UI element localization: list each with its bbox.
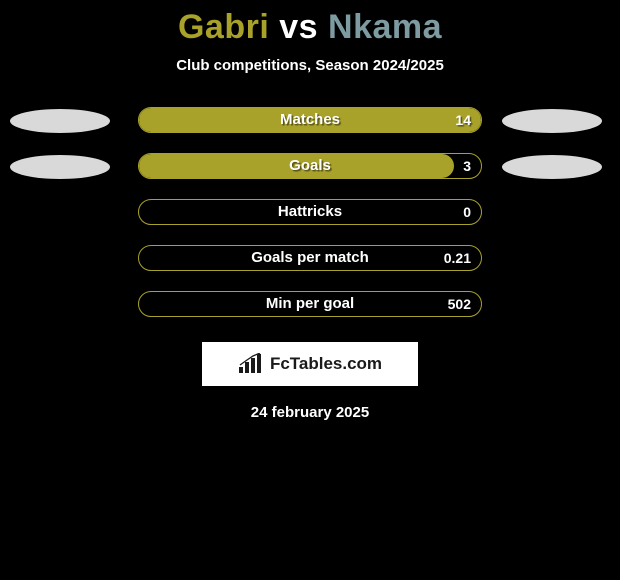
stat-row: Matches14 (0, 104, 620, 150)
stat-label: Goals (139, 157, 481, 174)
stat-row: Min per goal502 (0, 288, 620, 334)
date-text: 24 february 2025 (0, 404, 620, 421)
stat-label: Matches (139, 111, 481, 128)
player1-name: Gabri (178, 8, 269, 46)
player2-name: Nkama (328, 8, 442, 46)
stat-bar: Goals per match0.21 (138, 245, 482, 271)
stat-bar: Goals3 (138, 153, 482, 179)
left-ellipse (10, 155, 110, 179)
logo-text: FcTables.com (270, 354, 382, 374)
stat-value: 14 (455, 112, 471, 128)
stats-content: Matches14 Goals3 Hattricks0 Goals per match… (0, 104, 620, 334)
right-ellipse (502, 109, 602, 133)
stat-bar: Matches14 (138, 107, 482, 133)
logo: FcTables.com (238, 353, 382, 375)
stat-bar: Hattricks0 (138, 199, 482, 225)
stat-bar: Min per goal502 (138, 291, 482, 317)
stat-value: 502 (448, 296, 471, 312)
bar-chart-icon (238, 353, 264, 375)
stat-label: Hattricks (139, 203, 481, 220)
logo-box: FcTables.com (202, 342, 418, 386)
subtitle: Club competitions, Season 2024/2025 (0, 57, 620, 74)
stat-value: 3 (463, 158, 471, 174)
stat-value: 0.21 (444, 250, 471, 266)
stat-row: Goals3 (0, 150, 620, 196)
stat-row: Goals per match0.21 (0, 242, 620, 288)
stat-label: Goals per match (139, 249, 481, 266)
stat-row: Hattricks0 (0, 196, 620, 242)
right-ellipse (502, 155, 602, 179)
page-title: Gabri vs Nkama (0, 0, 620, 47)
stat-value: 0 (463, 204, 471, 220)
left-ellipse (10, 109, 110, 133)
stat-label: Min per goal (139, 295, 481, 312)
vs-text: vs (279, 8, 318, 46)
